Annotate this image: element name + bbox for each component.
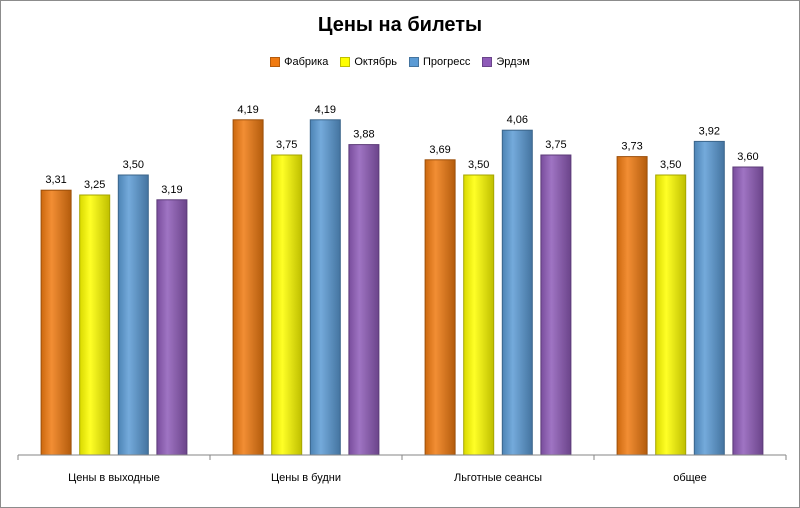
data-labels-group: 3,31 3,25 3,50 3,19 4,19 3,75 4,19 3,88 3,69 3,50… [45, 104, 758, 196]
bar-3-cat-2 [309, 119, 341, 456]
data-label: 3,88 [353, 129, 374, 141]
x-tick-label: Льготные сеансы [454, 472, 542, 484]
legend-item-oktyabr: Октябрь [340, 56, 397, 68]
legend-swatch-oktyabr [340, 57, 351, 67]
legend-swatch-progress [408, 57, 419, 67]
legend-label: Эрдэм [496, 56, 530, 68]
legend-label: Октябрь [354, 56, 397, 68]
data-label: 3,50 [660, 159, 681, 171]
bar-1-cat-1 [40, 189, 72, 456]
legend-item-fabrika: Фабрика [270, 56, 328, 68]
data-label: 3,50 [123, 159, 144, 171]
x-tick-label: Цены в выходные [68, 472, 160, 484]
bar-3-cat-3 [501, 129, 533, 456]
x-tick-label: общее [673, 472, 707, 484]
bars-group [40, 119, 764, 456]
bar-2-cat-1 [79, 194, 111, 456]
legend-item-erdem: Эрдэм [482, 56, 530, 68]
data-label: 3,50 [468, 159, 489, 171]
bar-4-cat-4 [732, 166, 764, 456]
bar-2-cat-3 [463, 174, 495, 456]
legend-swatch-fabrika [270, 57, 281, 67]
data-label: 3,75 [545, 139, 566, 151]
bar-4-cat-1 [156, 199, 188, 456]
bar-1-cat-3 [424, 159, 456, 456]
legend-swatch-erdem [482, 57, 493, 67]
data-label: 3,92 [699, 125, 720, 137]
legend-item-progress: Прогресс [408, 56, 471, 68]
bar-3-cat-1 [117, 174, 149, 456]
legend-label: Прогресс [422, 56, 471, 68]
data-label: 4,06 [507, 114, 528, 126]
legend: Фабрика Октябрь Прогресс Эрдэм [0, 56, 800, 68]
bar-2-cat-4 [655, 174, 687, 456]
data-label: 3,60 [737, 151, 758, 163]
data-label: 3,75 [276, 139, 297, 151]
data-label: 3,19 [161, 184, 182, 196]
bar-1-cat-4 [616, 156, 648, 456]
data-label: 3,31 [45, 174, 66, 186]
x-axis: Цены в выходные Цены в будни Льготные сеан… [17, 454, 787, 484]
data-label: 4,19 [237, 104, 258, 116]
x-tick-label: Цены в будни [271, 472, 341, 484]
data-label: 3,69 [429, 144, 450, 156]
chart-title: Цены на билеты [317, 14, 483, 36]
bar-4-cat-2 [348, 144, 380, 456]
bar-2-cat-2 [271, 154, 303, 456]
data-label: 3,73 [621, 141, 642, 153]
bar-4-cat-3 [540, 154, 572, 456]
legend-label: Фабрика [284, 56, 329, 68]
data-label: 4,19 [315, 104, 336, 116]
bar-1-cat-2 [232, 119, 264, 456]
data-label: 3,25 [84, 179, 105, 191]
bar-3-cat-4 [693, 140, 725, 456]
